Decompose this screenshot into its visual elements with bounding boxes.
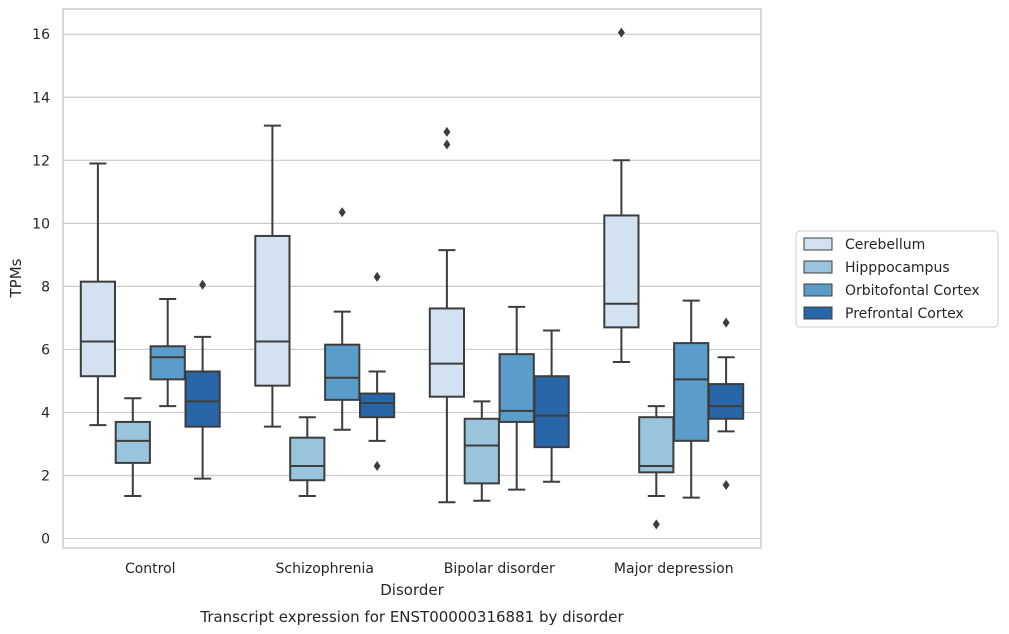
y-tick-label: 6 (41, 342, 50, 358)
y-tick-label: 14 (32, 90, 50, 106)
legend: Cerebellum Hipppocampus Orbitofontal Corte… (795, 230, 999, 328)
box-mark (358, 271, 396, 472)
box-body (673, 342, 710, 442)
box-mark (428, 126, 466, 504)
legend-swatch (803, 306, 833, 320)
outlier-point (722, 479, 730, 490)
box-mark (463, 400, 500, 502)
outlier-point (338, 207, 346, 218)
box-body (289, 436, 326, 482)
x-tick-label: Major depression (614, 561, 734, 577)
outlier-point (443, 126, 451, 137)
box-mark (114, 397, 151, 497)
outlier-point (373, 271, 381, 282)
series-group (149, 207, 710, 499)
chart-caption: Transcript expression for ENST0000031688… (199, 608, 624, 626)
box-mark (638, 405, 675, 530)
box-body (603, 214, 640, 329)
box-body (114, 420, 151, 464)
x-tick-label: Schizophrenia (276, 561, 374, 577)
box-body (638, 416, 675, 474)
legend-frame (795, 230, 999, 328)
box-mark (673, 299, 710, 499)
box-mark (498, 305, 535, 491)
x-tick-label: Bipolar disorder (444, 561, 555, 577)
box-body (707, 383, 745, 420)
x-axis-title: Disorder (380, 581, 444, 599)
box-body (463, 417, 500, 485)
box-body (358, 392, 396, 419)
box-body (149, 345, 186, 381)
outlier-point (652, 519, 660, 530)
legend-label: Orbitofontal Cortex (845, 283, 980, 299)
box-mark (149, 297, 186, 408)
y-tick-label: 12 (32, 153, 50, 169)
y-axis-title: TPMs (7, 258, 25, 298)
outlier-point (199, 279, 207, 290)
y-tick-label: 4 (41, 405, 50, 421)
legend-label: Cerebellum (845, 237, 925, 253)
box-mark (707, 317, 745, 490)
y-tick-label: 16 (32, 27, 50, 43)
x-tick-label: Control (125, 561, 176, 577)
series-group (79, 27, 640, 504)
legend-swatch (803, 283, 833, 297)
box-body (533, 375, 570, 449)
y-tick-label: 0 (41, 532, 50, 548)
grid-lines (63, 33, 761, 540)
series-group (114, 397, 675, 530)
y-tick-label: 8 (41, 279, 50, 295)
box-body (254, 234, 291, 387)
box-body (79, 280, 117, 378)
axis-ticks: 0 2 4 6 8 10 12 14 16 Control Schizophrenia Bipolar… (32, 27, 733, 577)
y-tick-label: 2 (41, 469, 50, 485)
legend-label: Prefrontal Cortex (845, 306, 964, 322)
y-tick-label: 10 (32, 216, 50, 232)
box-mark (289, 416, 326, 497)
series-group (184, 271, 745, 490)
outlier-point (443, 139, 451, 150)
box-mark (324, 207, 361, 431)
box-body (324, 343, 361, 401)
outlier-point (617, 27, 625, 38)
box-mark (533, 329, 570, 483)
box-body (184, 370, 221, 428)
legend-swatch (803, 237, 833, 251)
outlier-point (373, 461, 381, 472)
box-mark (603, 27, 640, 364)
legend-swatch (803, 260, 833, 274)
box-mark (79, 162, 117, 427)
box-body (428, 307, 466, 398)
box-mark (254, 124, 291, 428)
box-series (79, 27, 745, 530)
legend-label: Hipppocampus (845, 260, 950, 276)
outlier-point (722, 317, 730, 328)
box-mark (184, 279, 221, 480)
